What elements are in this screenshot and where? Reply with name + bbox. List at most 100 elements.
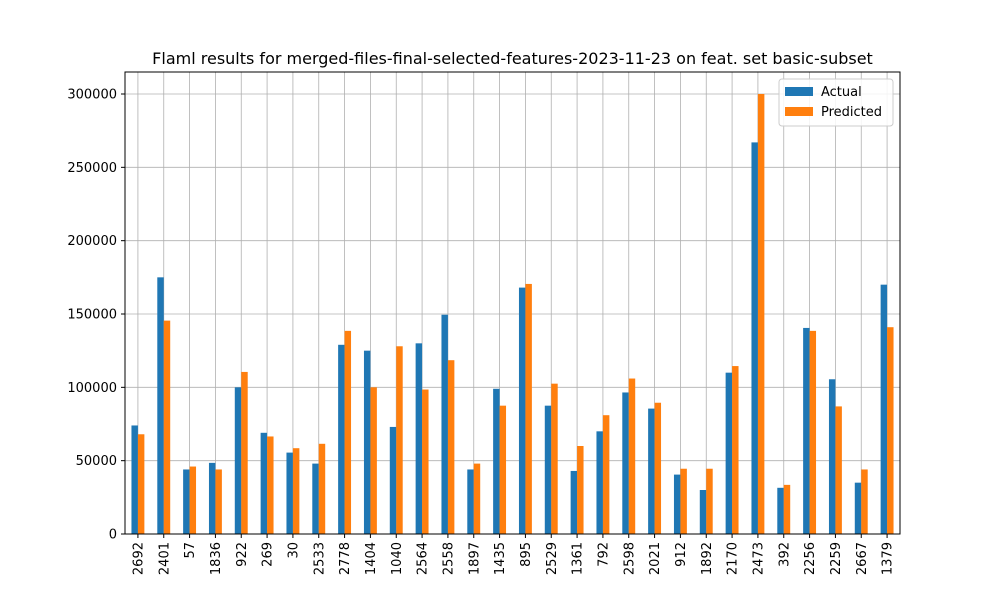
bar-actual-269 <box>260 432 268 534</box>
bar-predicted-2529 <box>551 383 558 534</box>
bar-predicted-2778 <box>344 330 352 534</box>
bar-actual-392 <box>777 487 784 534</box>
x-tick-label: 912 <box>674 542 689 567</box>
bar-predicted-792 <box>602 415 610 534</box>
bar-actual-2692 <box>131 425 138 534</box>
x-tick-label: 922 <box>235 542 250 567</box>
x-tick-label: 2473 <box>751 542 766 575</box>
bar-predicted-2667 <box>861 469 868 534</box>
x-tick-label: 2170 <box>726 542 741 575</box>
bar-predicted-269 <box>267 436 274 534</box>
bar-actual-2259 <box>828 379 836 534</box>
y-tick-label: 200000 <box>67 234 117 249</box>
bar-predicted-2170 <box>732 366 739 534</box>
bar-predicted-2021 <box>654 402 662 534</box>
bar-actual-792 <box>596 431 603 534</box>
bar-actual-1404 <box>363 350 371 534</box>
x-tick-label: 1897 <box>467 542 482 575</box>
legend-label-actual: Actual <box>821 85 862 100</box>
bar-actual-1361 <box>570 470 578 534</box>
x-tick-label: 2564 <box>416 542 431 575</box>
y-tick-label: 50000 <box>76 454 117 469</box>
bar-predicted-1435 <box>499 405 507 534</box>
bar-predicted-922 <box>241 371 248 534</box>
x-tick-label: 30 <box>286 542 301 559</box>
x-tick-label: 57 <box>183 542 198 559</box>
legend-label-predicted: Predicted <box>821 105 882 120</box>
y-tick-label: 100000 <box>67 381 117 396</box>
y-tick-label: 300000 <box>67 88 117 103</box>
bar-predicted-1379 <box>887 327 894 534</box>
bar-predicted-1897 <box>473 463 481 534</box>
bar-predicted-2598 <box>628 378 636 534</box>
bar-actual-912 <box>673 474 681 534</box>
x-tick-label: 1836 <box>209 542 224 575</box>
bar-actual-1040 <box>389 426 397 534</box>
bar-actual-2529 <box>544 405 552 534</box>
x-tick-label: 2558 <box>441 542 456 575</box>
x-tick-label: 1361 <box>571 542 586 575</box>
x-tick-label: 2533 <box>312 542 327 575</box>
x-tick-label: 2667 <box>855 542 870 575</box>
y-tick-label: 150000 <box>67 308 117 323</box>
bar-predicted-2533 <box>318 443 326 534</box>
x-tick-label: 1040 <box>390 542 405 575</box>
x-tick-label: 1379 <box>881 542 896 575</box>
bar-predicted-1404 <box>370 387 377 534</box>
bar-actual-922 <box>234 387 242 534</box>
bar-actual-30 <box>286 452 293 534</box>
x-tick-label: 1892 <box>700 542 715 575</box>
bar-actual-1435 <box>493 388 500 534</box>
x-tick-label: 2692 <box>131 542 146 575</box>
bar-actual-2401 <box>157 277 164 534</box>
bar-predicted-30 <box>292 448 300 534</box>
bar-predicted-1361 <box>577 446 584 534</box>
x-tick-label: 392 <box>777 542 792 567</box>
bar-predicted-2692 <box>137 434 145 534</box>
bar-predicted-895 <box>525 283 532 534</box>
y-tick-label: 0 <box>109 528 117 543</box>
bar-actual-1897 <box>467 469 474 534</box>
x-tick-label: 2021 <box>648 542 663 575</box>
x-tick-label: 2401 <box>157 542 172 575</box>
bar-predicted-1892 <box>706 468 713 534</box>
bar-predicted-2558 <box>447 360 455 534</box>
x-tick-label: 1404 <box>364 542 379 575</box>
bar-predicted-2564 <box>422 389 429 534</box>
bar-actual-2598 <box>622 392 629 534</box>
chart-title: Flaml results for merged-files-final-sel… <box>152 49 873 68</box>
legend-swatch-predicted <box>785 107 813 116</box>
bar-actual-1379 <box>880 284 888 534</box>
x-tick-label: 895 <box>519 542 534 567</box>
bar-actual-57 <box>183 469 190 534</box>
bar-actual-895 <box>518 287 526 534</box>
x-tick-label: 2259 <box>829 542 844 575</box>
bar-actual-2564 <box>415 343 423 534</box>
x-tick-label: 2529 <box>545 542 560 575</box>
x-tick-label: 792 <box>596 542 611 567</box>
bar-predicted-57 <box>189 466 197 534</box>
bar-predicted-2473 <box>757 94 765 534</box>
bar-actual-2473 <box>751 142 758 534</box>
bar-predicted-1836 <box>215 469 222 534</box>
bar-actual-2558 <box>441 314 448 534</box>
bar-predicted-2256 <box>809 330 817 534</box>
legend: Actual Predicted <box>778 78 894 127</box>
bar-actual-2170 <box>725 372 733 534</box>
x-tick-label: 1435 <box>493 542 508 575</box>
x-axis: 2692 2401 57 1836 922 269 30 2533 2778 1404 1040 25… <box>131 534 896 575</box>
y-tick-label: 250000 <box>67 161 117 176</box>
plot-frame <box>124 71 901 535</box>
bar-actual-2533 <box>312 463 319 534</box>
bars <box>131 94 894 534</box>
x-tick-label: 269 <box>261 542 276 567</box>
bar-predicted-392 <box>783 484 791 534</box>
bar-predicted-1040 <box>396 346 403 534</box>
legend-swatch-actual <box>785 87 813 96</box>
bar-predicted-2401 <box>163 320 171 534</box>
x-tick-label: 2778 <box>338 542 353 575</box>
bar-actual-2021 <box>648 408 655 534</box>
bar-actual-1892 <box>699 490 707 534</box>
